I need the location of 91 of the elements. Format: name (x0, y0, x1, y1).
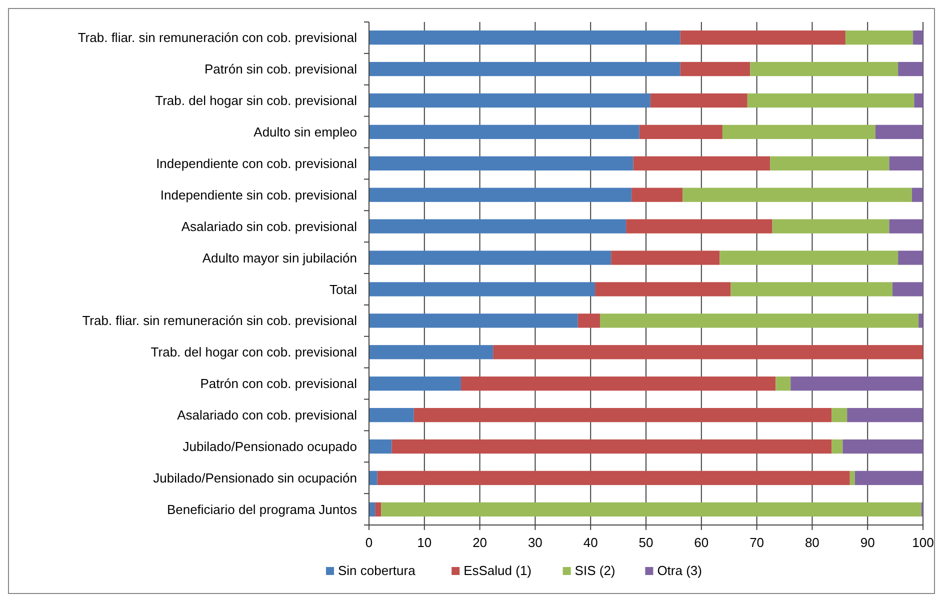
x-tick-label: 10 (417, 535, 432, 550)
bar (377, 470, 850, 486)
y-tick-label: Trab. fliar. sin remuneración con cob. previsional (78, 30, 358, 46)
bar (914, 93, 923, 108)
bar (369, 62, 680, 76)
bar (898, 250, 923, 265)
bar (730, 282, 893, 296)
bar (842, 439, 923, 454)
legend-label: EsSalud (1) (464, 563, 532, 578)
bar (912, 188, 923, 202)
x-tick-label: 20 (472, 535, 488, 550)
bar (889, 156, 923, 170)
bar (720, 250, 898, 265)
bar (772, 219, 890, 234)
y-tick-label: Trab. del hogar con cob. previsional (150, 344, 358, 360)
bar (680, 62, 750, 76)
y-tick-label: Independiente sin cob. previsional (160, 187, 358, 202)
legend-label: Otra (3) (657, 563, 702, 578)
bar (790, 376, 923, 391)
bar (847, 408, 923, 422)
bar (632, 188, 683, 202)
x-tick-label: 60 (694, 535, 709, 550)
bar (369, 156, 634, 170)
bar (369, 188, 632, 202)
bar (369, 408, 414, 422)
bar (611, 250, 720, 265)
bar (650, 93, 748, 108)
bar (832, 439, 843, 454)
y-tick-label: Patrón sin cob. previsional (204, 62, 358, 77)
bar (898, 62, 923, 76)
bar (369, 219, 626, 234)
bar (392, 439, 832, 454)
x-tick-label: 80 (804, 535, 820, 550)
bar (913, 30, 923, 45)
bar (633, 156, 770, 170)
bar (626, 219, 772, 234)
legend-label: SIS (2) (574, 563, 616, 578)
x-tick-label: 50 (638, 535, 654, 550)
bar (414, 408, 832, 422)
x-tick-label: 30 (528, 535, 542, 550)
bar (918, 314, 923, 328)
x-tick-label: 40 (583, 535, 598, 550)
bar (375, 502, 382, 517)
bar (369, 314, 578, 328)
bar (369, 282, 596, 296)
y-tick-label: Trab. fliar. sin remuneración sin cob. previsional (82, 313, 358, 328)
bar (750, 62, 898, 76)
x-tick-label: 0 (365, 535, 373, 550)
bar (722, 124, 876, 140)
bar (595, 282, 731, 296)
bar (832, 408, 848, 422)
y-tick-label: Asalariado con cob. previsional (177, 408, 358, 423)
x-tick-label: 70 (750, 535, 764, 550)
bar (369, 345, 494, 360)
bar (369, 250, 612, 265)
bar (369, 30, 680, 45)
bar (369, 470, 378, 486)
y-tick-label: Jubilado/Pensionado ocupado (182, 439, 357, 454)
bar (850, 470, 855, 486)
x-tick-label: 100 (912, 535, 934, 550)
y-tick-label: Asalariado sin cob. previsional (181, 218, 358, 234)
x-tick-label: 90 (860, 535, 875, 550)
y-tick-label: Patrón con cob. previsional (200, 376, 358, 392)
bar (600, 314, 919, 328)
y-tick-label: Beneficiario del programa Juntos (166, 502, 358, 517)
bar (493, 345, 923, 360)
bar (776, 376, 791, 391)
bar (854, 470, 923, 486)
bar (892, 282, 923, 296)
y-tick-label: Adulto sin empleo (254, 124, 357, 140)
bar (747, 93, 914, 108)
y-tick-label: Trab. del hogar sin cob. previsional (155, 93, 358, 108)
bar (369, 439, 392, 454)
bar (578, 314, 600, 328)
legend-label: Sin cobertura (338, 563, 416, 578)
bar (875, 124, 923, 140)
bar (889, 219, 923, 234)
bar (639, 124, 722, 140)
bar (460, 376, 776, 391)
bar (680, 30, 846, 45)
bar (369, 376, 461, 391)
bar (845, 30, 914, 45)
bar (369, 93, 650, 108)
y-tick-label: Total (330, 282, 358, 297)
bar (369, 124, 640, 140)
y-tick-label: Independiente con cob. previsional (156, 156, 358, 171)
y-tick-label: Adulto mayor sin jubilación (202, 250, 357, 266)
bar (770, 156, 890, 170)
bar (682, 188, 912, 202)
y-tick-label: Jubilado/Pensionado sin ocupación (153, 470, 357, 486)
bar (381, 502, 922, 517)
